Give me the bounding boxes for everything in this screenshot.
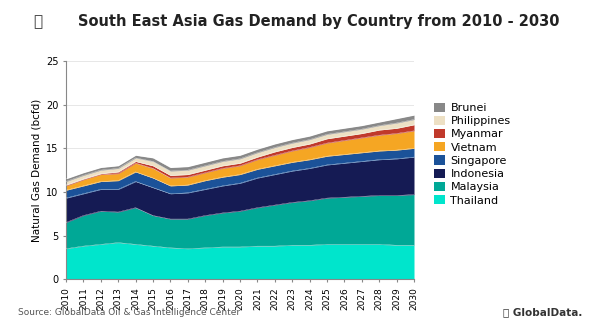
Y-axis label: Natural Gas Demand (bcfd): Natural Gas Demand (bcfd) bbox=[32, 99, 41, 242]
Text: South East Asia Gas Demand by Country from 2010 - 2030: South East Asia Gas Demand by Country fr… bbox=[78, 14, 560, 30]
Legend: Brunei, Philippines, Myanmar, Vietnam, Singapore, Indonesia, Malaysia, Thailand: Brunei, Philippines, Myanmar, Vietnam, S… bbox=[431, 100, 513, 208]
Text: ⧖ GlobalData.: ⧖ GlobalData. bbox=[503, 307, 582, 317]
Text: Source: GlobalData Oil & Gas Intelligence Center: Source: GlobalData Oil & Gas Intelligenc… bbox=[18, 308, 240, 317]
Text: ⧖: ⧖ bbox=[33, 14, 42, 30]
